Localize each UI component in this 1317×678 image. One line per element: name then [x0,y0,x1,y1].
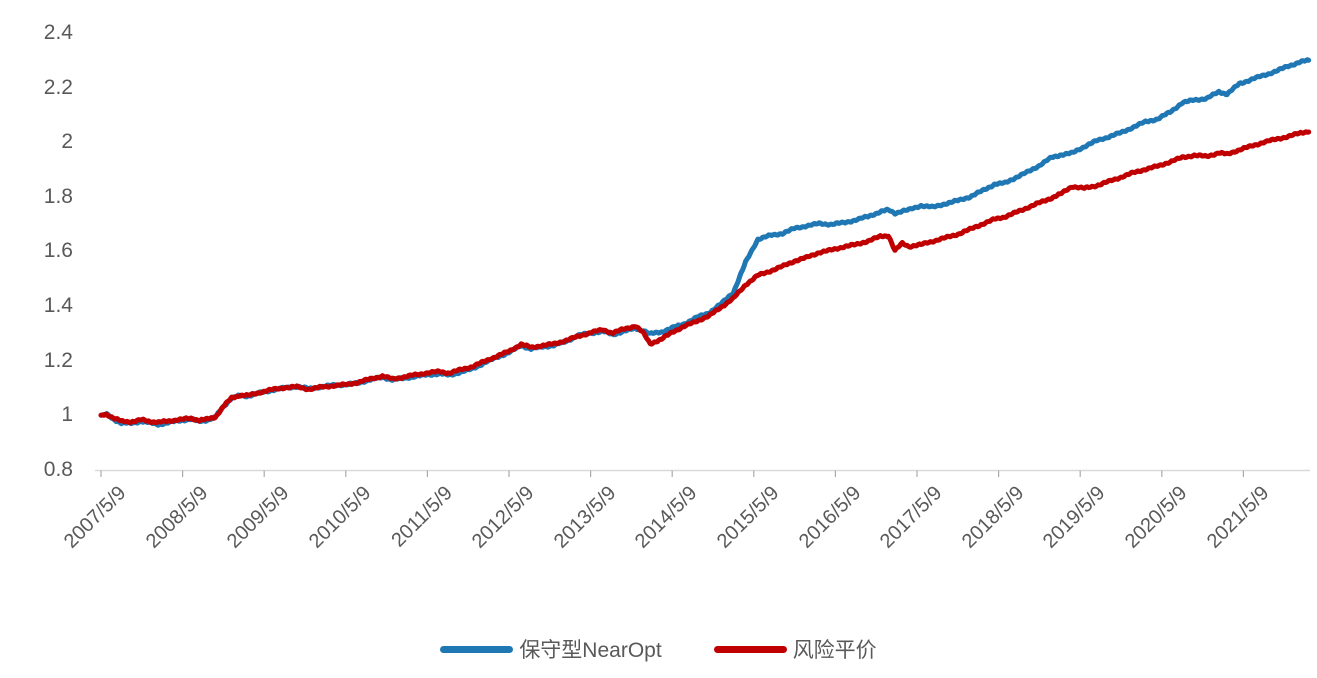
legend-item: 保守型NearOpt [440,634,662,664]
series-line-risk-parity [98,129,1312,426]
y-axis-label: 2.2 [43,75,73,99]
legend-label: 风险平价 [792,639,877,662]
y-axis-label: 2 [61,130,73,154]
y-axis-label: 1.6 [43,239,73,263]
series-line-conservative-nearopt [98,57,1312,428]
legend-swatch [440,645,514,653]
y-axis-label: 2.4 [43,21,73,44]
legend: 保守型NearOpt 风险平价 [0,634,1317,664]
legend-swatch [713,645,787,653]
y-axis-label: 1.4 [43,294,73,317]
legend-item: 风险平价 [713,634,877,664]
y-axis-label: 1.2 [43,348,73,372]
x-axis-label-holder: 2021/5/9 [1091,482,1273,553]
y-axis-label: 1.8 [43,184,73,208]
legend-label: 保守型NearOpt [519,639,662,662]
y-axis-label: 0.8 [43,457,73,481]
y-axis-label: 1 [61,403,73,427]
